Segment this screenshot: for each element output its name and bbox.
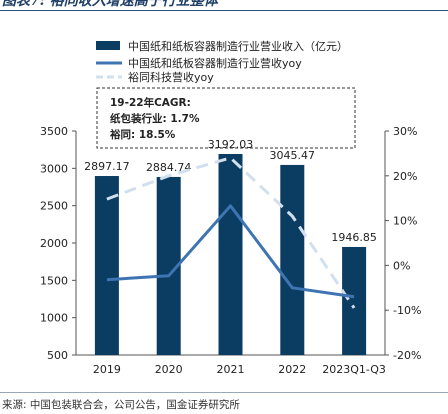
bar-value-label: 1946.85 [331, 231, 377, 244]
right-tick-label: -10% [393, 304, 421, 317]
legend: 中国纸和纸板容器制造行业营业收入（亿元） 中国纸和纸板容器制造行业营收yoy 裕… [96, 39, 348, 84]
footer-rule [0, 392, 448, 393]
legend-swatch-revenue [96, 41, 120, 50]
bar-value-label: 2884.74 [146, 161, 192, 174]
cagr-yuto: 裕同: 18.5% [109, 128, 176, 141]
bar-2022 [280, 164, 305, 355]
right-tick-label: -20% [393, 349, 421, 362]
x-tick-label: 2023Q1-Q3 [322, 363, 386, 376]
bar-value-label: 3192.03 [208, 138, 254, 151]
bar-value-label: 3045.47 [270, 149, 316, 162]
source-note: 来源: 中国包装联合会，公司公告，国金证券研究所 [2, 399, 240, 411]
legend-label-industry-yoy: 中国纸和纸板容器制造行业营收yoy [128, 56, 302, 70]
x-tick-label: 2022 [278, 363, 306, 376]
chart-title: 图表7: 裕同收入增速高于行业整体 [2, 0, 218, 9]
left-tick-label: 3500 [40, 125, 68, 138]
left-tick-label: 500 [47, 349, 68, 362]
x-tick-label: 2021 [217, 363, 245, 376]
title-rule [0, 10, 448, 11]
left-tick-label: 3000 [40, 162, 68, 175]
left-tick-label: 2000 [40, 237, 68, 250]
cagr-heading: 19-22年CAGR: [110, 96, 191, 109]
bar-value-label: 2897.17 [84, 160, 130, 173]
legend-label-yuto-yoy: 裕同科技营收yoy [128, 70, 214, 84]
bar-2021 [218, 153, 243, 355]
cagr-industry: 纸包装行业: 1.7% [110, 112, 200, 125]
cagr-annotation-box [96, 87, 356, 149]
right-tick-label: 0% [393, 259, 410, 272]
left-tick-label: 1000 [40, 312, 68, 325]
right-tick-label: 20% [393, 170, 417, 183]
bar-2019 [94, 176, 119, 355]
legend-label-revenue: 中国纸和纸板容器制造行业营业收入（亿元） [128, 39, 348, 53]
left-tick-label: 2500 [40, 200, 68, 213]
left-tick-label: 1500 [40, 274, 68, 287]
x-tick-label: 2019 [93, 363, 121, 376]
yuto-yoy-line [106, 156, 356, 309]
right-tick-label: 10% [393, 215, 417, 228]
x-tick-label: 2020 [155, 363, 183, 376]
right-tick-label: 30% [393, 125, 417, 138]
industry-yoy-line [106, 204, 355, 299]
bar-2023Q1-Q3 [342, 246, 367, 355]
